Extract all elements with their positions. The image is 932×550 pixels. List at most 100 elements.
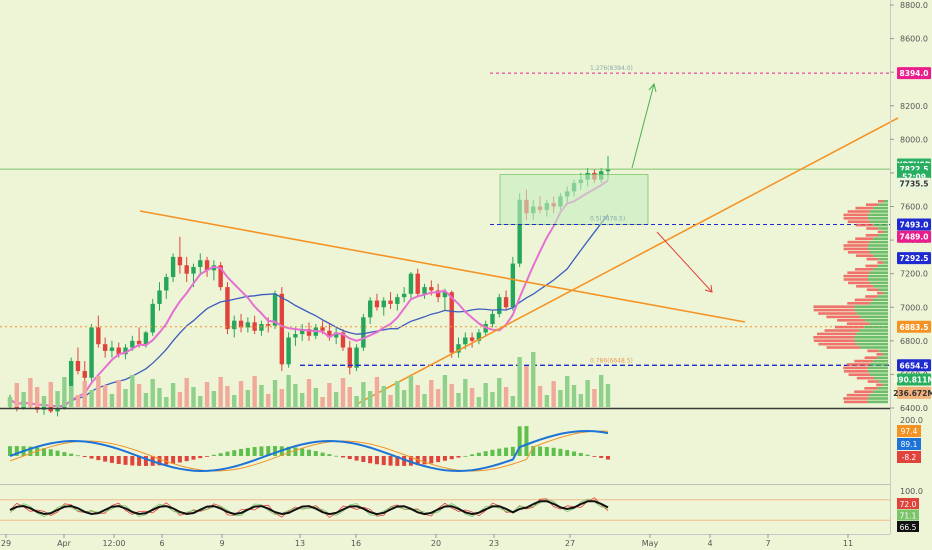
histogram-bar (239, 448, 244, 456)
candle-body[interactable] (177, 256, 183, 266)
volume-bar (497, 378, 502, 407)
candle-body[interactable] (374, 300, 380, 308)
candle-body[interactable] (415, 273, 420, 294)
candle-body[interactable] (68, 360, 74, 400)
candle-body[interactable] (55, 408, 60, 412)
candle-body[interactable] (293, 334, 298, 338)
candle-body[interactable] (503, 297, 509, 308)
candle-body[interactable] (381, 300, 386, 308)
volume-profile-bar (869, 220, 888, 223)
volume-bar (136, 384, 142, 407)
candle-body[interactable] (116, 347, 121, 355)
candle-body[interactable] (463, 337, 468, 345)
volume-profile-bar (854, 308, 888, 312)
volume-profile-bar (878, 349, 888, 353)
candle-body[interactable] (82, 371, 87, 378)
price-pane[interactable]: 1.276(8394.0) 0.5(7478.5) 0.786(6648.5) (0, 65, 899, 417)
candle-body[interactable] (184, 265, 189, 274)
histogram-bar (442, 456, 447, 461)
candle-body[interactable] (435, 290, 441, 298)
candle-body[interactable] (123, 347, 128, 355)
candle-body[interactable] (252, 322, 257, 331)
candle-body[interactable] (225, 287, 230, 330)
candle-body[interactable] (347, 347, 352, 368)
candle-body[interactable] (422, 287, 427, 294)
histogram-bar (334, 455, 339, 457)
candle-body[interactable] (164, 277, 169, 291)
histogram-bar (592, 456, 597, 457)
candle-body[interactable] (306, 329, 312, 336)
x-tick-label: 9 (219, 539, 224, 548)
volume-bar (422, 394, 427, 407)
candle-body[interactable] (333, 332, 339, 338)
y-tick-label: 8800.0 (900, 1, 928, 10)
candle-body[interactable] (388, 300, 393, 304)
candle-body[interactable] (510, 263, 516, 308)
candle-body[interactable] (327, 330, 332, 338)
candle-body[interactable] (136, 340, 142, 345)
volume-profile-bar (868, 370, 888, 373)
fib-mid-annotation: 0.5(7478.5) (590, 215, 625, 222)
candle-body[interactable] (238, 320, 244, 328)
histogram-bar (354, 456, 359, 461)
candle-body[interactable] (75, 360, 81, 372)
candle-body[interactable] (102, 344, 108, 351)
y-tick-label: 8000.0 (900, 135, 928, 144)
candle-body[interactable] (232, 320, 237, 330)
volume-profile-bar (856, 376, 874, 380)
candle-body[interactable] (395, 297, 400, 304)
candle-body[interactable] (204, 260, 210, 271)
candle-body[interactable] (130, 340, 135, 348)
candle-body[interactable] (476, 332, 482, 341)
candle-body[interactable] (89, 327, 94, 378)
candle-body[interactable] (340, 332, 346, 348)
candle-body[interactable] (286, 337, 291, 365)
candle-body[interactable] (143, 332, 149, 345)
candle-body[interactable] (517, 199, 522, 264)
candle-body[interactable] (408, 273, 414, 294)
candle-body[interactable] (320, 327, 325, 331)
oscillator-pane[interactable] (8, 426, 610, 473)
candle-body[interactable] (300, 329, 305, 335)
candle-body[interactable] (279, 293, 285, 365)
descending-trendline[interactable] (139, 210, 746, 323)
candle-body[interactable] (150, 303, 155, 333)
candle-body[interactable] (266, 324, 271, 326)
volume-bar (517, 357, 522, 407)
candle-body[interactable] (109, 347, 115, 351)
x-tick-label: 7 (765, 539, 770, 548)
candle-body[interactable] (449, 292, 454, 353)
candle-body[interactable] (367, 300, 373, 318)
candle-body[interactable] (354, 347, 359, 368)
candle-body[interactable] (191, 266, 196, 274)
candle-body[interactable] (218, 265, 223, 288)
candle-body[interactable] (429, 287, 434, 291)
histogram-bar (402, 456, 407, 466)
candle-body[interactable] (198, 260, 203, 267)
candle-body[interactable] (259, 324, 264, 331)
candle-body[interactable] (605, 169, 611, 172)
candle-body[interactable] (34, 404, 40, 410)
candle-body[interactable] (272, 293, 278, 326)
stochastic-pane[interactable] (0, 497, 890, 521)
candle-body[interactable] (469, 337, 475, 341)
candle-body[interactable] (96, 327, 101, 345)
volume-profile-bar (843, 400, 869, 404)
volume-bar (578, 394, 584, 407)
candle-body[interactable] (170, 256, 176, 278)
volume-bar (286, 375, 291, 407)
candle-body[interactable] (490, 313, 495, 325)
candle-body[interactable] (361, 317, 366, 348)
candle-body[interactable] (157, 290, 162, 304)
histogram-bar (544, 446, 549, 456)
candle-body[interactable] (442, 292, 448, 298)
candle-body[interactable] (497, 297, 502, 314)
histogram-bar (177, 456, 182, 463)
histogram-bar (75, 455, 80, 457)
candle-body[interactable] (245, 322, 251, 328)
price-tag (897, 230, 931, 243)
candle-body[interactable] (456, 344, 461, 353)
ascending-trendline[interactable] (354, 117, 899, 406)
candle-body[interactable] (401, 293, 407, 298)
